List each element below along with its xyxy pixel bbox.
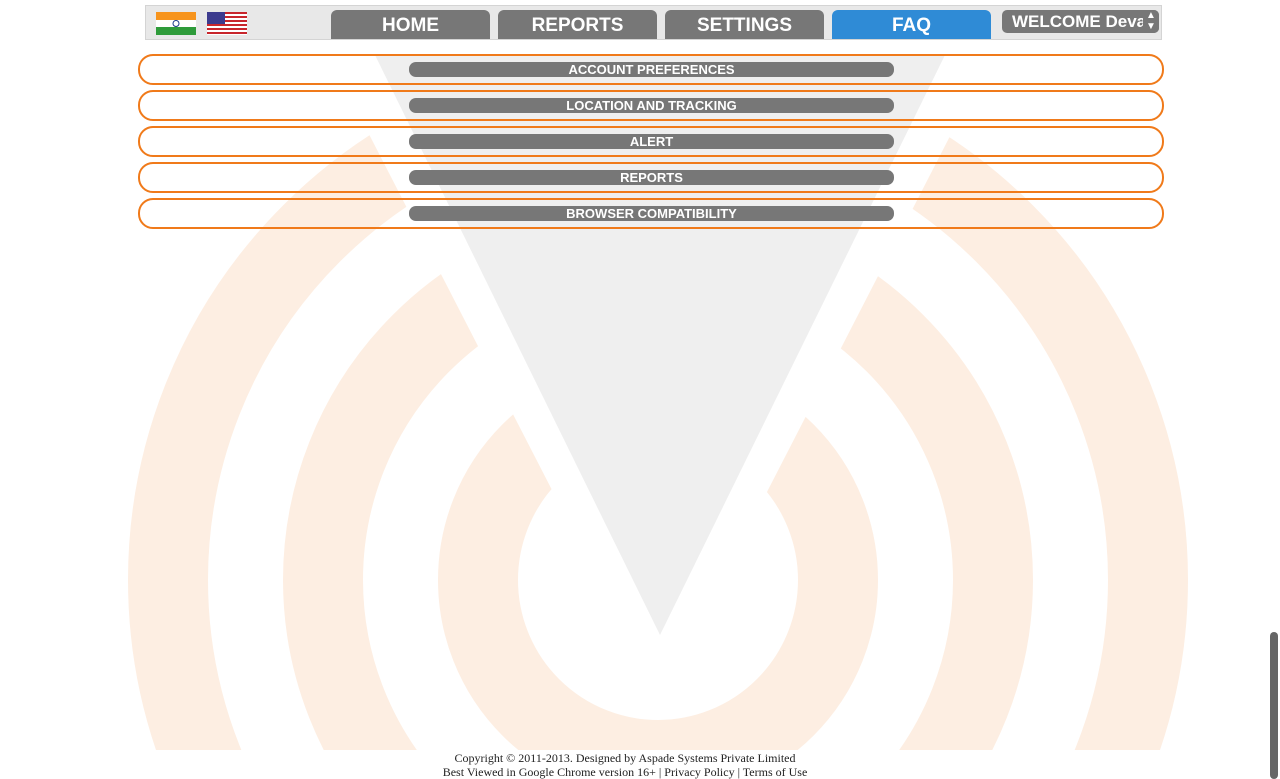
footer: Copyright © 2011-2013. Designed by Aspad… <box>0 751 1250 779</box>
flag-usa[interactable] <box>207 12 247 35</box>
scrollbar[interactable] <box>1270 632 1278 779</box>
faq-section: BROWSER COMPATIBILITY <box>138 198 1164 229</box>
flag-india[interactable] <box>156 12 196 35</box>
faq-section: LOCATION AND TRACKING <box>138 90 1164 121</box>
footer-links: Best Viewed in Google Chrome version 16+… <box>0 765 1250 779</box>
nav-tab[interactable]: HOME <box>331 10 490 39</box>
copyright: Copyright © 2011-2013. Designed by Aspad… <box>454 751 796 765</box>
faq-section-header[interactable]: LOCATION AND TRACKING <box>409 98 894 113</box>
faq-section-header[interactable]: BROWSER COMPATIBILITY <box>409 206 894 221</box>
faq-section: ACCOUNT PREFERENCES <box>138 54 1164 85</box>
faq-section-header[interactable]: REPORTS <box>409 170 894 185</box>
terms-link[interactable]: Terms of Use <box>742 765 808 779</box>
separator: | <box>737 765 740 779</box>
nav-tab[interactable]: REPORTS <box>498 10 657 39</box>
best-viewed: Best Viewed in Google Chrome version 16+ <box>442 765 656 779</box>
welcome-text: WELCOME Deva <box>1012 12 1147 31</box>
nav-tab[interactable]: FAQ <box>832 10 991 39</box>
faq-section: ALERT <box>138 126 1164 157</box>
nav-tab[interactable]: SETTINGS <box>665 10 824 39</box>
faq-section-header[interactable]: ACCOUNT PREFERENCES <box>409 62 894 77</box>
faq-section: REPORTS <box>138 162 1164 193</box>
separator: | <box>658 765 662 779</box>
welcome-select[interactable]: WELCOME Deva ▲ ▼ <box>1002 10 1159 33</box>
select-arrow: ▲ ▼ <box>1143 10 1159 33</box>
faq-section-header[interactable]: ALERT <box>409 134 894 149</box>
privacy-link[interactable]: Privacy Policy <box>664 765 735 779</box>
